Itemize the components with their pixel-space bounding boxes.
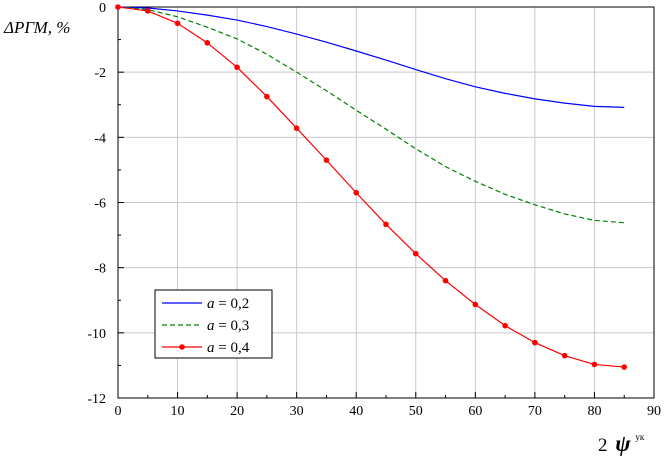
x-tick-label: 0: [115, 404, 122, 419]
series-point: [591, 361, 598, 368]
y-tick-label: -12: [87, 392, 106, 407]
series-3: [115, 4, 628, 370]
legend-marker: [179, 344, 185, 350]
legend-box: [154, 289, 273, 359]
series-point: [532, 339, 538, 346]
legend-label: a = 0,2: [207, 296, 249, 312]
legend-label: a = 0,3: [207, 318, 249, 334]
legend-label: a = 0,4: [207, 340, 250, 356]
series-point: [383, 221, 389, 228]
series-1: [117, 6, 625, 108]
series-point: [442, 277, 449, 284]
x-axis-title: 2 ψ ук: [598, 431, 645, 456]
x-tick-label: 10: [171, 404, 185, 419]
x-tick-label: 80: [587, 404, 601, 419]
series-point: [412, 250, 419, 257]
y-tick-label: -2: [94, 66, 106, 81]
y-tick-label: 0: [99, 1, 106, 16]
series-point: [115, 4, 121, 10]
x-axis-title-superscript: ук: [635, 432, 645, 442]
series-point: [323, 157, 330, 163]
series-point: [353, 189, 360, 196]
y-tick-label: -10: [87, 327, 106, 342]
x-tick-label: 70: [528, 404, 542, 419]
y-tick-label: -6: [94, 197, 106, 212]
y-tick-label: -4: [94, 131, 106, 146]
x-tick-label: 50: [409, 404, 423, 419]
series-line: [117, 6, 625, 224]
series-point: [561, 352, 568, 359]
y-tick-label: -8: [94, 262, 106, 277]
series-point: [234, 64, 240, 71]
x-axis-title-symbol: ψ: [615, 431, 631, 456]
x-tick-label: 30: [290, 404, 304, 419]
series-line: [117, 6, 625, 368]
series-point: [621, 364, 628, 370]
series-2: [117, 6, 625, 224]
series-point: [472, 301, 479, 308]
x-tick-label: 60: [468, 404, 482, 419]
series-point: [174, 20, 181, 27]
series-line: [117, 6, 625, 108]
series-point: [502, 322, 508, 329]
x-tick-label: 90: [647, 404, 661, 419]
x-tick-label: 40: [349, 404, 363, 419]
series-layer: [115, 4, 628, 370]
x-axis-title-prefix: 2: [598, 435, 608, 456]
series-point: [204, 40, 211, 46]
legend: a = 0,2 a = 0,3 a = 0,4: [154, 289, 273, 359]
series-point: [293, 125, 300, 132]
series-point: [144, 8, 151, 14]
x-tick-label: 20: [230, 404, 244, 419]
grid: [118, 7, 654, 398]
series-point: [264, 93, 270, 100]
y-axis-title: ΔРГМ, %: [3, 18, 70, 37]
axis-ticks: 0 10 20 30 40 50 60 70 80 90 0 -2 -4 -6 -8 -10 -12: [87, 1, 661, 419]
